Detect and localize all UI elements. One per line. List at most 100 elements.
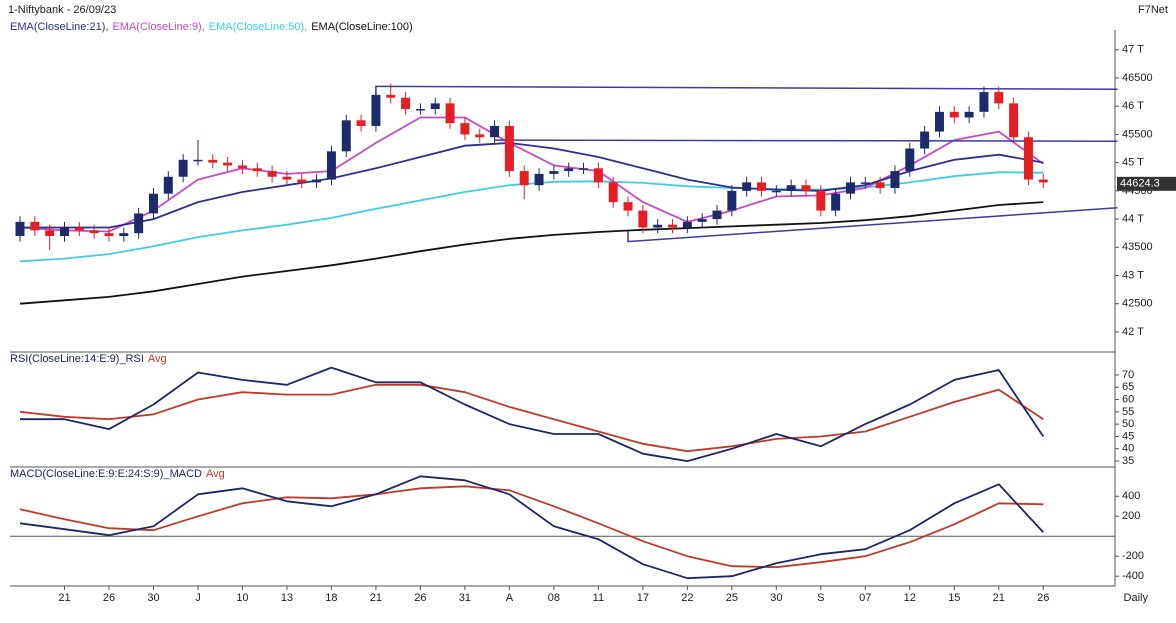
y-tick-label: 60 <box>1122 393 1134 405</box>
candle-body <box>74 227 84 231</box>
candle-body <box>148 193 158 214</box>
candle-body <box>30 221 40 231</box>
candle-body <box>163 176 173 194</box>
candle-body <box>386 94 396 98</box>
y-tick-label: 43500 <box>1122 241 1153 253</box>
y-tick-label: 45 <box>1122 430 1134 442</box>
candle-body <box>771 190 781 193</box>
candle-body <box>193 159 203 162</box>
legend-entry: EMA(CloseLine:9), <box>112 21 204 33</box>
x-tick-label: 30 <box>770 592 782 604</box>
candle-body <box>356 120 366 126</box>
x-tick-label: J <box>195 592 201 604</box>
candle-body <box>326 151 336 180</box>
y-tick-label: 40 <box>1122 443 1134 455</box>
candle-body <box>786 185 796 191</box>
candle-body <box>964 111 974 118</box>
indicator-line <box>20 366 1045 462</box>
candle-body <box>534 173 544 186</box>
candle-body <box>934 111 944 132</box>
candle-body <box>208 159 218 163</box>
y-tick-label: 45500 <box>1122 128 1153 140</box>
candle-body <box>178 159 188 177</box>
y-tick-label: 42 T <box>1122 326 1144 338</box>
x-tick-label: S <box>817 592 824 604</box>
y-tick-label: 200 <box>1122 510 1140 522</box>
candle-body <box>579 168 589 170</box>
x-tick-label: 17 <box>637 592 649 604</box>
candle-body <box>445 103 455 124</box>
candle-body <box>1038 179 1048 183</box>
candle-body <box>371 94 381 126</box>
candle-body <box>920 131 930 149</box>
legend-entry: EMA(CloseLine:100) <box>311 21 413 33</box>
x-tick-label: A <box>506 592 514 604</box>
indicator-line <box>19 383 1044 453</box>
candle-body <box>415 109 425 111</box>
indicator-line <box>19 475 1044 580</box>
timeframe: Daily <box>1124 592 1149 604</box>
candle-body <box>816 190 826 211</box>
candle-body <box>223 162 233 166</box>
candle-body <box>297 179 307 183</box>
candle-body <box>608 182 618 203</box>
y-tick-label: 55 <box>1122 406 1134 418</box>
last-price-box <box>1117 176 1176 191</box>
candle-body <box>831 193 841 211</box>
candle-body <box>59 227 69 236</box>
candle-body <box>282 176 292 180</box>
x-tick-label: 21 <box>58 592 70 604</box>
y-tick-label: -400 <box>1122 570 1144 582</box>
candle-body <box>89 230 99 234</box>
x-tick-label: 07 <box>859 592 871 604</box>
y-tick-label: 47 T <box>1122 44 1144 56</box>
x-tick-label: 26 <box>414 592 426 604</box>
candle-body <box>994 92 1004 104</box>
x-tick-label: 10 <box>236 592 248 604</box>
candle-body <box>549 171 559 174</box>
legend-entry: Avg <box>148 353 167 365</box>
candle-body <box>460 123 470 135</box>
x-tick-label: 31 <box>459 592 471 604</box>
x-tick-label: 18 <box>325 592 337 604</box>
candle-body <box>312 179 322 183</box>
x-tick-label: 26 <box>1037 592 1049 604</box>
candle-body <box>949 111 959 118</box>
candle-body <box>430 103 440 110</box>
legend-entry: RSI(CloseLine:14:E:9)_RSI <box>10 353 144 365</box>
candle-body <box>252 168 262 172</box>
x-tick-label: 12 <box>904 592 916 604</box>
candle-body <box>757 182 766 191</box>
y-tick-label: 43 T <box>1122 269 1144 281</box>
candle-body <box>593 168 603 183</box>
candle-body <box>890 171 900 189</box>
candle-body <box>1023 137 1033 180</box>
candle-body <box>119 233 129 236</box>
ema-line <box>20 141 1044 229</box>
indicator-line <box>19 485 1044 569</box>
ema-line <box>19 116 1044 233</box>
candle-body <box>1009 103 1019 138</box>
candle-body <box>134 213 144 234</box>
candle-body <box>845 182 855 194</box>
candle-body <box>682 221 692 228</box>
x-tick-label: 21 <box>370 592 382 604</box>
y-tick-label: -200 <box>1122 550 1144 562</box>
candle-body <box>979 92 989 112</box>
candle-body <box>801 185 811 191</box>
legend-entry: EMA(CloseLine:21), <box>10 21 108 33</box>
x-tick-label: 25 <box>726 592 738 604</box>
y-tick-label: 400 <box>1122 490 1140 502</box>
y-tick-label: 46 T <box>1122 100 1144 112</box>
candle-body <box>668 224 678 228</box>
candle-body <box>697 219 707 222</box>
trendline <box>627 207 1118 243</box>
candle-body <box>45 230 55 236</box>
y-tick-label: 35 <box>1122 455 1134 467</box>
y-tick-label: 65 <box>1122 381 1134 393</box>
legend: EMA(CloseLine:21), EMA(CloseLine:9), EMA(C… <box>10 21 413 33</box>
x-tick-label: 21 <box>993 592 1005 604</box>
x-tick-label: 15 <box>948 592 960 604</box>
ema-line <box>19 171 1044 263</box>
